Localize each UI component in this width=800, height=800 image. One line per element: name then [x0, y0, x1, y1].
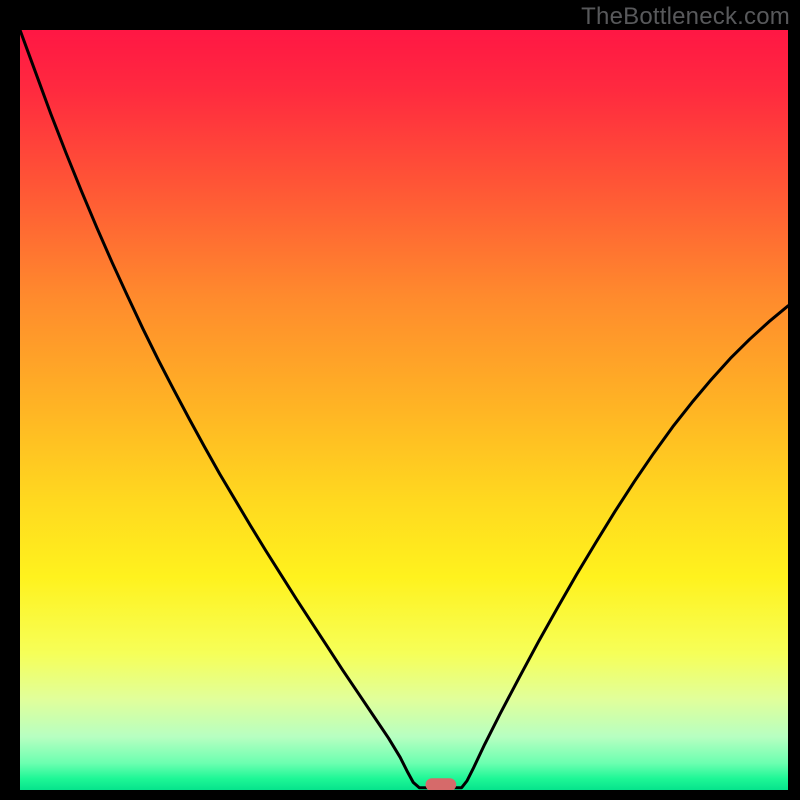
- gradient-background: [20, 30, 788, 790]
- plot-svg: [20, 30, 788, 790]
- plot-area: [20, 30, 788, 790]
- chart-frame: TheBottleneck.com: [0, 0, 800, 800]
- watermark-text: TheBottleneck.com: [581, 3, 790, 31]
- optimal-point-marker: [426, 778, 457, 790]
